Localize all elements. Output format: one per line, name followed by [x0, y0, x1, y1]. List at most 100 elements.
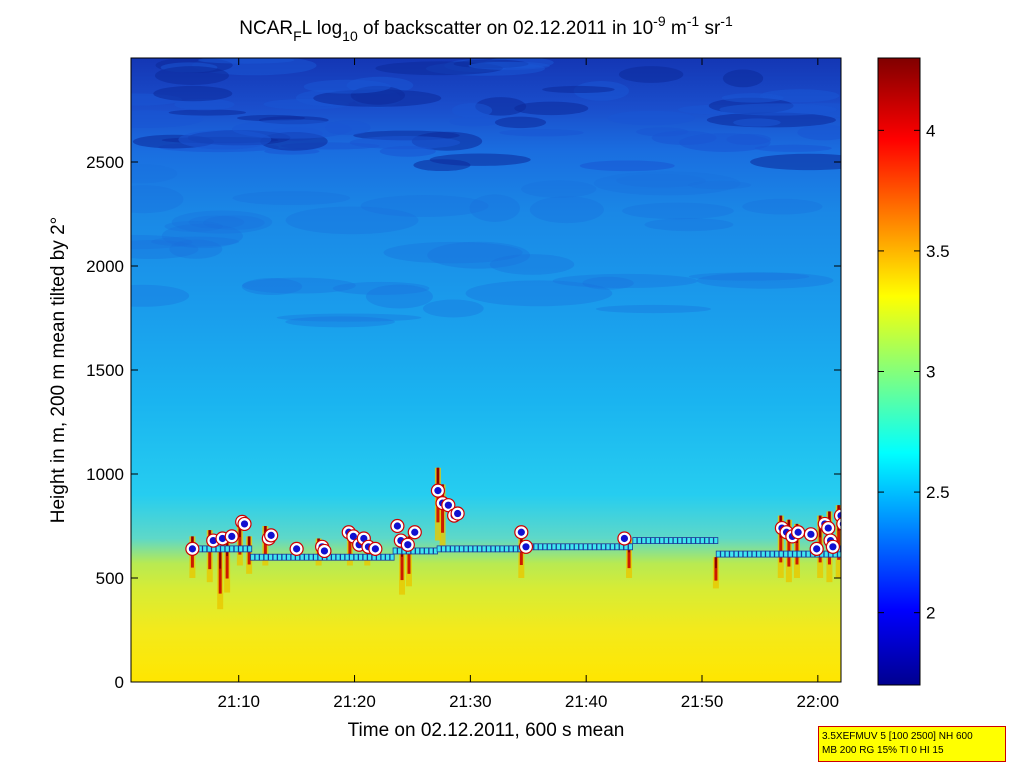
- texture-band: [171, 210, 273, 234]
- layer-point: [713, 537, 719, 544]
- layer-point: [202, 545, 208, 553]
- layer-point: [463, 545, 469, 553]
- streak: [400, 536, 404, 581]
- layer-point: [367, 553, 373, 561]
- y-axis: 0 500 1000 1500 2000 2500: [86, 153, 841, 692]
- texture-band: [618, 66, 684, 83]
- cloud-base-marker: [836, 517, 841, 531]
- layer-point: [313, 553, 319, 561]
- layer-point: [229, 545, 235, 553]
- layer-point: [254, 553, 260, 561]
- layer-point: [308, 553, 314, 561]
- colorbar-tick-label: 2.5: [926, 483, 950, 502]
- streak-core: [248, 536, 251, 550]
- layer-point: [477, 545, 482, 553]
- texture-band: [332, 281, 430, 295]
- cloud-base-marker-core: [393, 522, 401, 530]
- upper-texture: [131, 58, 841, 328]
- cloud-base-marker-core: [188, 545, 196, 553]
- streak-core: [219, 546, 222, 569]
- layer-point: [215, 545, 221, 553]
- cloud-base-marker-core: [320, 547, 329, 555]
- layer-point: [733, 550, 739, 558]
- cloud-base-marker-core: [411, 528, 419, 536]
- layer-point: [765, 550, 771, 558]
- streak: [818, 515, 822, 563]
- texture-band: [719, 103, 838, 116]
- layer-point: [769, 550, 775, 558]
- layer-point: [513, 545, 518, 553]
- cloud-base-marker-core: [829, 543, 837, 551]
- texture-band: [582, 276, 634, 290]
- texture-band: [754, 144, 832, 152]
- texture-band: [383, 241, 523, 264]
- layer-point: [823, 550, 829, 558]
- layer-point: [233, 545, 239, 553]
- layer-point: [533, 543, 539, 551]
- texture-band: [131, 164, 178, 184]
- layer-point: [729, 550, 735, 558]
- texture-band: [644, 218, 734, 232]
- colorbar-ticks: 2 2.5 3 3.5 4: [878, 121, 950, 623]
- layer-point: [565, 543, 570, 551]
- texture-band: [489, 254, 575, 275]
- layer-point: [242, 545, 248, 553]
- layer-point: [504, 545, 509, 553]
- texture-band: [696, 272, 834, 289]
- layer-point: [340, 553, 346, 561]
- layer-point: [796, 550, 802, 558]
- texture-band: [542, 85, 615, 94]
- layer-point: [774, 550, 780, 558]
- layer-point: [724, 550, 730, 558]
- texture-band: [379, 145, 436, 157]
- layer-point: [738, 550, 744, 558]
- x-axis: 21:10 21:20 21:30 21:40 21:50 22:00: [217, 58, 839, 711]
- layer-point: [238, 545, 244, 553]
- layer-point: [614, 543, 620, 551]
- layer-point: [436, 545, 442, 553]
- y-tick-label: 2500: [86, 153, 124, 172]
- texture-band: [131, 284, 190, 307]
- layer-point: [792, 550, 798, 558]
- mean-layer-line: [188, 537, 841, 561]
- layer-point: [686, 537, 692, 544]
- texture-band: [325, 120, 371, 136]
- texture-band: [285, 206, 419, 235]
- cloud-base-marker-core: [293, 545, 301, 553]
- layer-point: [281, 553, 287, 561]
- layer-point: [778, 550, 784, 558]
- layer-point: [495, 545, 500, 553]
- layer-point: [392, 547, 398, 555]
- layer-point: [268, 553, 274, 561]
- y-tick-label: 2000: [86, 257, 124, 276]
- layer-point: [468, 545, 473, 553]
- layer-point: [668, 537, 674, 544]
- streak: [795, 523, 799, 565]
- cloud-base-marker-core: [807, 530, 815, 538]
- texture-band: [607, 110, 695, 126]
- x-axis-label: Time on 02.12.2011, 600 s mean: [348, 720, 625, 741]
- layer-point: [569, 543, 575, 551]
- texture-band: [721, 93, 784, 103]
- texture-band: [168, 109, 246, 116]
- cloud-base-marker-core: [813, 545, 821, 553]
- texture-band: [593, 171, 741, 196]
- texture-band: [429, 153, 531, 166]
- layer-point: [690, 537, 696, 544]
- layer-point: [380, 553, 386, 561]
- x-tick-label: 21:30: [449, 692, 492, 711]
- streak-core: [714, 557, 717, 569]
- layer-point: [304, 553, 310, 561]
- layer-point: [277, 553, 283, 561]
- heatmap-area: [131, 58, 841, 682]
- info-line-1: 3.5XEFMUV 5 [100 2500] NH 600: [822, 731, 973, 742]
- x-tick-label: 21:10: [217, 692, 260, 711]
- cloud-base-marker-core: [444, 501, 452, 509]
- texture-band: [365, 284, 433, 309]
- layer-point: [783, 550, 789, 558]
- layer-point: [445, 545, 451, 553]
- texture-band: [178, 129, 272, 150]
- layer-point: [454, 545, 460, 553]
- cloud-base-marker-core: [837, 512, 841, 520]
- texture-band: [198, 58, 295, 64]
